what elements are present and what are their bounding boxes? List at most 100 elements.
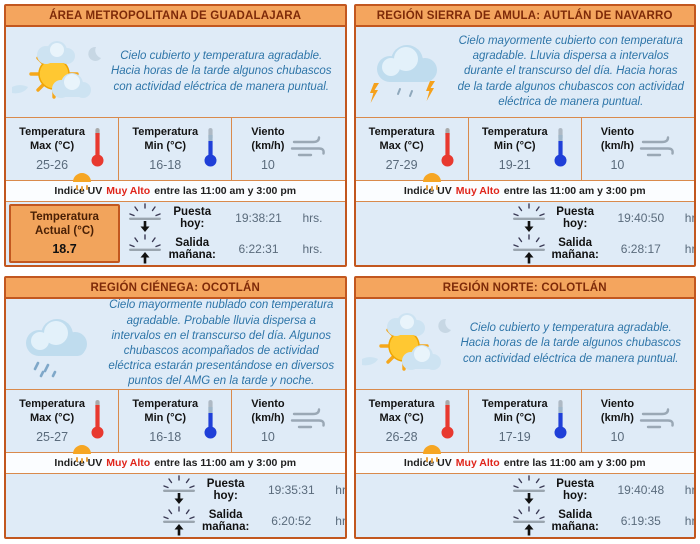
temp-min-label-line1: Temperatura [481, 398, 548, 411]
current-temp-label-line2: Actual (°C) [35, 224, 94, 237]
thermometer-red-icon [440, 398, 455, 445]
temp-max-value: 25-26 [36, 157, 69, 172]
partly-cloudy-icon [8, 37, 108, 107]
uv-sun-icon [422, 173, 441, 191]
uv-prefix-text: Indice UV [54, 185, 103, 197]
wind-label-line2: (km/h) [251, 412, 285, 424]
storm-icon [369, 45, 437, 103]
wind-label-line1: Viento [251, 126, 285, 139]
uv-suffix-text: entre las 11:00 am y 3:00 pm [503, 457, 646, 469]
thermometer-blue-icon [553, 126, 568, 173]
uv-sun-icon [422, 445, 441, 463]
current-temp-label-line1: Temperatura [30, 210, 99, 223]
sunset-icon [129, 203, 161, 232]
sunset-time: 19:40:50 [617, 210, 665, 225]
uv-sun-icon [420, 170, 444, 195]
sunset-unit: hrs. [302, 210, 323, 225]
temp-min-label-line2: Min (°C) [144, 412, 187, 424]
thermometer-red-icon [90, 398, 105, 445]
thermometer-red-icon [91, 127, 104, 166]
uv-index-bar: Indice UV Muy Alto entre las 11:00 am y … [6, 445, 345, 474]
thermometer-blue-icon [204, 127, 217, 166]
temp-min-label-line2: Min (°C) [493, 412, 536, 424]
sunrise-time: 6:19:35 [620, 514, 661, 529]
temp-min-label-line1: Temperatura [132, 126, 199, 139]
wind-cell: Viento (km/h) 10 [231, 118, 344, 180]
weather-panel: REGIÓN CIÉNEGA: OCOTLÁN Cielo mayormente… [4, 276, 347, 539]
sun-times-section: Temperatura Actual (°C) Puesta hoy: 19:4… [356, 474, 696, 537]
temp-max-label-line2: Max (°C) [379, 140, 424, 152]
temp-max-label-line1: Temperatura [19, 126, 85, 139]
partly-cloudy-icon [12, 41, 101, 99]
temp-max-label-line1: Temperatura [19, 398, 85, 411]
conditions-table: Temperatura Max (°C) 26-28 Temperatura M… [355, 389, 694, 452]
sunrise-icon [506, 234, 552, 264]
forecast-description: Cielo cubierto y temperatura agradable. … [110, 50, 332, 93]
wind-value: 10 [260, 157, 275, 172]
weather-panel: REGIÓN SIERRA DE AMULA: AUTLÁN DE NAVARR… [353, 4, 696, 267]
sunrise-icon [163, 506, 195, 536]
weather-panel: ÁREA METROPOLITANA DE GUADALAJARA Cielo … [4, 4, 347, 267]
sunset-icon [163, 475, 195, 504]
uv-index-bar: Indice UV Muy Alto entre las 11:00 am y … [6, 173, 345, 202]
uv-index-bar: Indice UV Muy Alto entre las 11:00 am y … [355, 173, 694, 202]
sunset-time: 19:38:21 [235, 210, 282, 225]
sunset-unit: hrs. [684, 210, 696, 225]
sunset-label: Puesta hoy: [556, 477, 594, 502]
temp-max-value: 27-29 [385, 157, 418, 172]
sunrise-time: 6:28:17 [620, 242, 661, 257]
temp-max-cell: Temperatura Max (°C) 25-26 [6, 118, 118, 180]
temp-min-label-line2: Min (°C) [144, 140, 187, 152]
thermometer-red-icon [91, 399, 104, 438]
sunrise-label: Salida mañana: [551, 509, 599, 534]
sunset-time: 19:35:31 [267, 482, 315, 497]
uv-index-bar: Indice UV Muy Alto entre las 11:00 am y … [355, 445, 694, 474]
weather-panel: REGIÓN NORTE: COLOTLÁN Cielo cubierto y … [353, 276, 696, 539]
uv-prefix-text: Indice UV [54, 457, 103, 469]
sunset-icon [506, 475, 552, 505]
temp-max-label-line2: Max (°C) [30, 140, 75, 152]
temp-max-label-line1: Temperatura [368, 398, 435, 411]
temp-min-cell: Temperatura Min (°C) 16-18 [118, 118, 231, 180]
uv-sun-icon [70, 442, 94, 467]
sunrise-unit: hrs. [684, 514, 696, 529]
temp-max-label-line2: Max (°C) [379, 412, 424, 424]
sunrise-label: Salida mañana: [168, 237, 216, 262]
temp-max-cell: Temperatura Max (°C) 26-28 [356, 390, 468, 452]
wind-icon [290, 135, 325, 156]
uv-prefix-text: Indice UV [403, 457, 452, 469]
sun-times-section: Temperatura Actual (°C) 18.7 Puesta hoy:… [6, 202, 345, 265]
wind-cell: Viento (km/h) 10 [580, 118, 694, 180]
sunrise-time: 6:22:31 [238, 242, 279, 257]
uv-suffix-text: entre las 11:00 am y 3:00 pm [154, 457, 297, 469]
thermometer-blue-icon [553, 398, 568, 445]
wind-cell: Viento (km/h) 10 [231, 390, 344, 452]
uv-level-text: Muy Alto [106, 457, 151, 469]
wind-icon [290, 133, 326, 166]
wind-icon [290, 407, 325, 428]
wind-icon [639, 407, 674, 428]
temp-max-label-line2: Max (°C) [30, 412, 75, 424]
temp-min-value: 16-18 [149, 429, 182, 444]
temp-min-label-line2: Min (°C) [493, 140, 536, 152]
sunrise-unit: hrs. [335, 514, 346, 529]
temp-min-cell: Temperatura Min (°C) 16-18 [118, 390, 231, 452]
wind-label-line1: Viento [251, 398, 285, 411]
conditions-table: Temperatura Max (°C) 27-29 Temperatura M… [355, 117, 694, 180]
wind-icon [639, 405, 675, 438]
wind-value: 10 [610, 429, 625, 444]
sunrise-unit: hrs. [302, 242, 323, 257]
temp-min-value: 17-19 [498, 429, 531, 444]
thermometer-red-icon [441, 127, 453, 166]
wind-icon [639, 133, 675, 166]
wind-label-line1: Viento [600, 126, 635, 139]
wind-label-line2: (km/h) [600, 412, 634, 424]
temp-max-value: 26-28 [385, 429, 418, 444]
sunset-icon [506, 203, 552, 233]
sunrise-label: Salida mañana: [202, 509, 250, 534]
uv-sun-icon [420, 442, 444, 467]
thermometer-blue-icon [203, 126, 218, 173]
thermometer-red-icon [441, 399, 453, 438]
sunset-icon [512, 475, 545, 504]
panel-title: REGIÓN CIÉNEGA: OCOTLÁN [6, 278, 345, 299]
